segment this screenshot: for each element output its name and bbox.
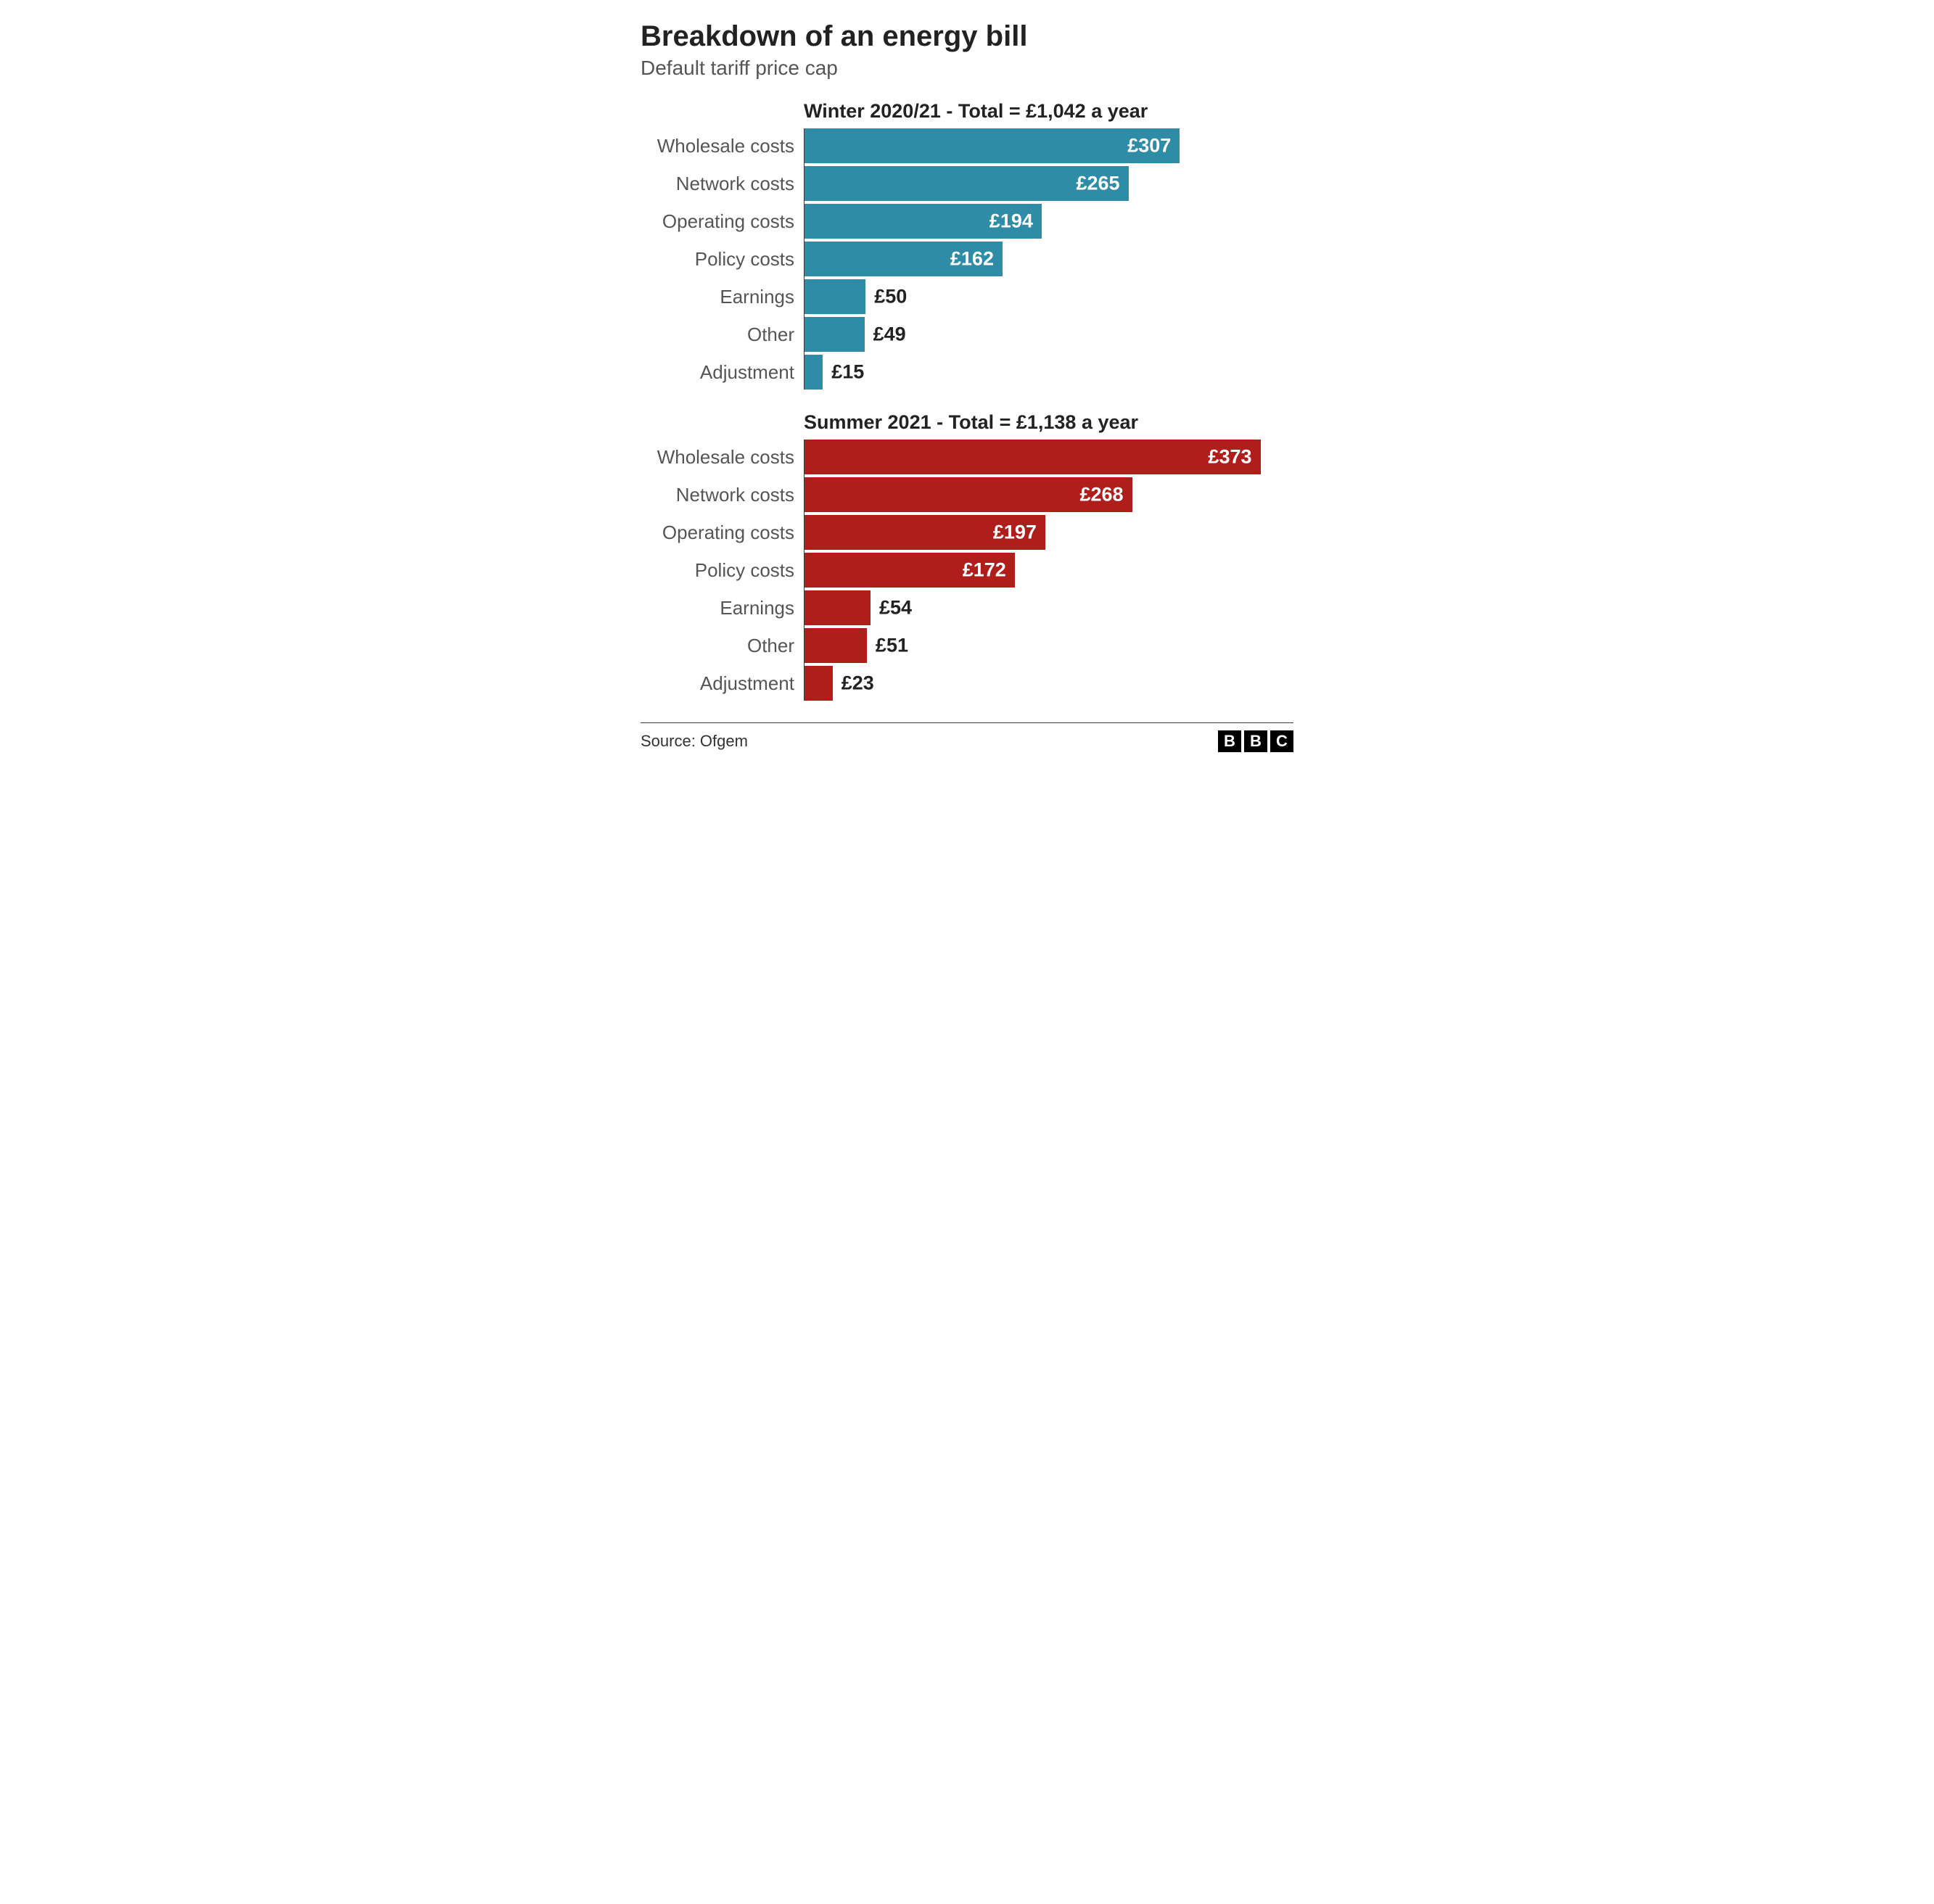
category-label: Network costs bbox=[676, 173, 805, 195]
value-label: £268 bbox=[1080, 484, 1124, 506]
bar-row: Wholesale costs£373 bbox=[805, 440, 1293, 474]
bbc-logo-block: B bbox=[1244, 730, 1267, 752]
page-subtitle: Default tariff price cap bbox=[641, 57, 1293, 80]
source-label: Source: Ofgem bbox=[641, 732, 748, 751]
value-label: £194 bbox=[989, 210, 1033, 233]
value-label: £49 bbox=[873, 323, 906, 346]
bar: £23 bbox=[805, 666, 833, 701]
bar-row: Network costs£268 bbox=[805, 477, 1293, 512]
bar-row: Adjustment£15 bbox=[805, 355, 1293, 390]
category-label: Earnings bbox=[720, 597, 805, 619]
value-label: £162 bbox=[950, 248, 994, 271]
panels-host: Winter 2020/21 - Total = £1,042 a year Wh… bbox=[641, 100, 1293, 701]
panel-grid: Winter 2020/21 - Total = £1,042 a year Wh… bbox=[641, 100, 1293, 390]
bar: £307 bbox=[805, 128, 1180, 163]
bar-row: Earnings£50 bbox=[805, 279, 1293, 314]
bar: £373 bbox=[805, 440, 1261, 474]
value-label: £307 bbox=[1127, 135, 1171, 157]
value-label: £197 bbox=[993, 522, 1037, 544]
value-label: £23 bbox=[842, 672, 874, 695]
bar-row: Wholesale costs£307 bbox=[805, 128, 1293, 163]
chart-panel-summer: Summer 2021 - Total = £1,138 a year Whole… bbox=[641, 411, 1293, 701]
category-label: Adjustment bbox=[700, 361, 805, 384]
bars-wrap: Wholesale costs£373Network costs£268Oper… bbox=[804, 440, 1293, 701]
bbc-logo-block: B bbox=[1218, 730, 1241, 752]
bar: £162 bbox=[805, 242, 1003, 276]
bbc-logo: BBC bbox=[1218, 730, 1293, 752]
bar: £49 bbox=[805, 317, 865, 352]
bar: £172 bbox=[805, 553, 1015, 588]
bbc-logo-block: C bbox=[1270, 730, 1293, 752]
value-label: £373 bbox=[1208, 446, 1251, 469]
category-label: Other bbox=[747, 635, 805, 657]
bar-row: Other£51 bbox=[805, 628, 1293, 663]
bar: £51 bbox=[805, 628, 867, 663]
category-label: Wholesale costs bbox=[657, 446, 805, 469]
category-label: Adjustment bbox=[700, 672, 805, 695]
value-label: £172 bbox=[963, 559, 1006, 582]
bar-row: Policy costs£172 bbox=[805, 553, 1293, 588]
bar: £54 bbox=[805, 590, 871, 625]
bar: £194 bbox=[805, 204, 1042, 239]
bar-row: Adjustment£23 bbox=[805, 666, 1293, 701]
bars-region: Winter 2020/21 - Total = £1,042 a year Wh… bbox=[804, 100, 1293, 390]
category-label: Operating costs bbox=[662, 210, 805, 233]
bar: £15 bbox=[805, 355, 823, 390]
bar-row: Operating costs£194 bbox=[805, 204, 1293, 239]
footer-rule bbox=[641, 722, 1293, 723]
bar: £268 bbox=[805, 477, 1132, 512]
bar-row: Operating costs£197 bbox=[805, 515, 1293, 550]
category-label: Operating costs bbox=[662, 522, 805, 544]
panel-grid: Summer 2021 - Total = £1,138 a year Whole… bbox=[641, 411, 1293, 701]
chart-panel-winter: Winter 2020/21 - Total = £1,042 a year Wh… bbox=[641, 100, 1293, 390]
page-title: Breakdown of an energy bill bbox=[641, 20, 1293, 52]
value-label: £15 bbox=[831, 361, 864, 384]
category-label: Policy costs bbox=[695, 248, 805, 271]
bar: £265 bbox=[805, 166, 1129, 201]
bar-row: Network costs£265 bbox=[805, 166, 1293, 201]
bar-row: Earnings£54 bbox=[805, 590, 1293, 625]
bar-row: Policy costs£162 bbox=[805, 242, 1293, 276]
value-label: £54 bbox=[879, 597, 912, 619]
bar-row: Other£49 bbox=[805, 317, 1293, 352]
category-label: Earnings bbox=[720, 286, 805, 308]
category-label: Network costs bbox=[676, 484, 805, 506]
bar: £197 bbox=[805, 515, 1045, 550]
panel-title: Summer 2021 - Total = £1,138 a year bbox=[804, 411, 1293, 434]
value-label: £51 bbox=[876, 635, 908, 657]
chart-page: Breakdown of an energy bill Default tari… bbox=[619, 0, 1315, 764]
category-label: Policy costs bbox=[695, 559, 805, 582]
bar: £50 bbox=[805, 279, 865, 314]
category-label: Wholesale costs bbox=[657, 135, 805, 157]
footer: Source: Ofgem BBC bbox=[641, 730, 1293, 752]
value-label: £50 bbox=[874, 286, 907, 308]
value-label: £265 bbox=[1076, 173, 1119, 195]
bars-wrap: Wholesale costs£307Network costs£265Oper… bbox=[804, 128, 1293, 390]
category-label: Other bbox=[747, 323, 805, 346]
panel-title: Winter 2020/21 - Total = £1,042 a year bbox=[804, 100, 1293, 123]
bars-region: Summer 2021 - Total = £1,138 a year Whole… bbox=[804, 411, 1293, 701]
